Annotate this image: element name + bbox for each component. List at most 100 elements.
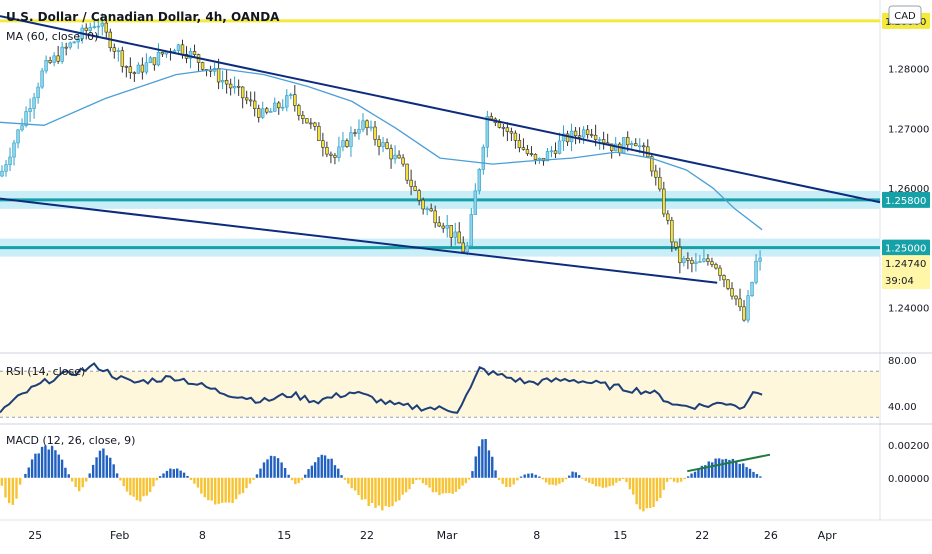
- candle-body: [601, 139, 606, 144]
- time-axis-ticks: 25 Feb 8 15 22 Mar 8 15 22 26 Apr: [28, 529, 837, 542]
- macd-bar: [34, 453, 37, 478]
- candle-body: [104, 22, 108, 33]
- macd-bar: [516, 477, 519, 481]
- macd-bar: [67, 474, 70, 478]
- candle-body: [305, 118, 309, 124]
- macd-bar: [501, 477, 504, 484]
- candle-body: [525, 149, 530, 154]
- macd-bar: [571, 471, 574, 478]
- macd-bar: [148, 477, 152, 493]
- candle-body: [561, 133, 566, 142]
- candle-body: [505, 127, 510, 132]
- currency-badge[interactable]: CAD: [894, 11, 916, 22]
- candle-body: [333, 155, 337, 158]
- time-tick-label: Feb: [110, 529, 129, 542]
- ma-indicator-label[interactable]: MA (60, close, 0): [6, 30, 98, 43]
- macd-bar: [558, 477, 561, 484]
- candle-body: [285, 95, 289, 108]
- macd-bar: [364, 477, 367, 500]
- macd-bar: [125, 477, 129, 492]
- candle-body: [698, 261, 702, 263]
- macd-bar: [241, 477, 245, 494]
- candle-body: [718, 267, 722, 276]
- macd-bar: [752, 471, 755, 478]
- macd-bar: [431, 477, 435, 493]
- macd-bar: [129, 477, 132, 496]
- candle-body: [44, 60, 48, 72]
- candle-body: [321, 140, 325, 148]
- candle-body: [529, 153, 534, 155]
- candle-body: [24, 111, 28, 126]
- macd-indicator-label[interactable]: MACD (12, 26, close, 9): [6, 434, 135, 447]
- macd-bar: [112, 464, 115, 478]
- macd-bar: [594, 477, 598, 487]
- candle-body: [88, 27, 92, 31]
- macd-bar: [283, 468, 287, 478]
- macd-bar: [266, 459, 269, 478]
- macd-bar: [642, 477, 645, 512]
- candle-body: [373, 126, 377, 140]
- macd-bar: [85, 477, 88, 482]
- macd-bar: [297, 477, 300, 483]
- macd-bar: [401, 477, 404, 495]
- candle-body: [630, 143, 634, 146]
- macd-bar: [323, 455, 327, 478]
- candle-body: [674, 241, 678, 248]
- macd-bar: [259, 468, 262, 478]
- horizontal-levels: [0, 19, 880, 257]
- rsi-indicator-label[interactable]: RSI (14, close): [6, 365, 85, 378]
- level-price-label-bg: [882, 239, 930, 256]
- candle-body: [265, 108, 269, 113]
- macd-bar: [377, 477, 381, 506]
- descending-support-trendline[interactable]: [0, 197, 718, 284]
- currency-badge-box[interactable]: [888, 5, 922, 25]
- macd-bar: [269, 455, 273, 478]
- candle-body: [533, 154, 538, 160]
- macd-bar: [697, 468, 700, 478]
- macd-bar: [227, 477, 231, 503]
- macd-bar: [512, 477, 515, 485]
- macd-bar: [404, 477, 408, 493]
- last-price-label-bg: [882, 255, 930, 290]
- candle-body: [609, 143, 614, 151]
- macd-bar: [645, 477, 648, 509]
- candle-body: [68, 42, 72, 48]
- candle-body: [232, 85, 237, 89]
- candle-body: [726, 279, 730, 289]
- macd-bar: [370, 477, 374, 504]
- candle-body: [188, 51, 193, 59]
- candle-body: [28, 108, 32, 112]
- candle-body: [437, 222, 441, 227]
- macd-bar: [193, 477, 196, 484]
- macd-bar: [615, 477, 618, 483]
- macd-bar: [122, 477, 125, 487]
- candle-body: [341, 140, 345, 148]
- candle-body: [325, 147, 329, 155]
- macd-bar: [652, 477, 655, 507]
- macd-bar: [320, 454, 323, 478]
- candle-body: [481, 146, 486, 170]
- macd-bar: [54, 450, 57, 478]
- descending-resistance-trendline[interactable]: [0, 15, 881, 204]
- candle-body: [537, 157, 542, 160]
- candle-body: [12, 142, 16, 158]
- macd-bar: [262, 462, 266, 478]
- macd-bar: [95, 457, 98, 478]
- candle-body: [365, 120, 369, 129]
- macd-bar: [304, 474, 307, 478]
- macd-bar: [74, 477, 77, 488]
- macd-bar: [700, 465, 704, 478]
- candle-body: [654, 170, 658, 178]
- macd-bar: [441, 477, 444, 494]
- macd-bar: [381, 477, 384, 511]
- macd-bar: [554, 477, 558, 486]
- macd-bar: [310, 465, 314, 478]
- candle-body: [345, 140, 349, 147]
- candle-body: [545, 151, 550, 162]
- macd-bar: [655, 477, 659, 502]
- macd-bar: [544, 477, 548, 483]
- candle-body: [261, 108, 265, 118]
- price-tick-label: 1.28000: [888, 65, 929, 76]
